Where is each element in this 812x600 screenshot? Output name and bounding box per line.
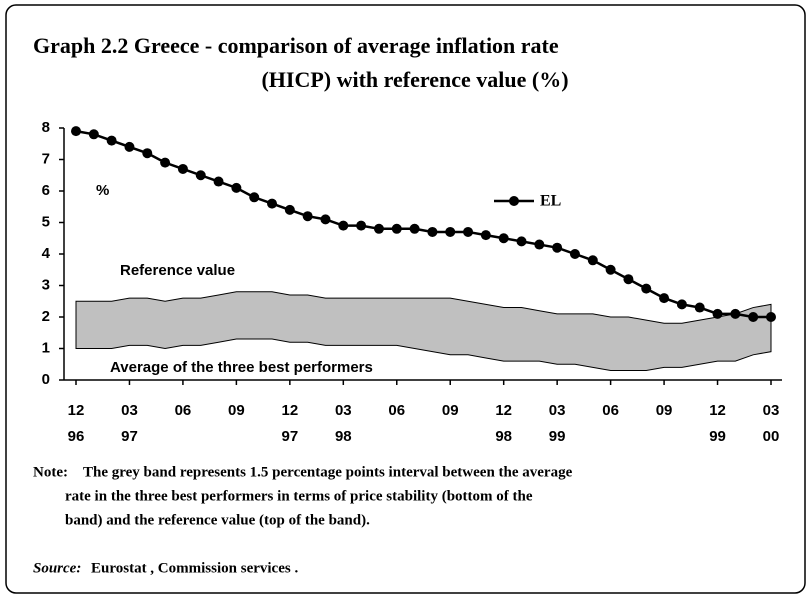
y-tick-label: 6: [42, 182, 50, 199]
x-tick-year: 98: [335, 428, 352, 445]
chart-title: (HICP) with reference value (%): [261, 67, 568, 92]
chart-title: Graph 2.2 Greece - comparison of average…: [33, 33, 559, 58]
x-tick-label: 12: [495, 402, 512, 419]
el-marker: [231, 182, 242, 193]
el-marker: [498, 233, 509, 244]
el-marker: [320, 214, 331, 225]
el-marker: [427, 226, 438, 237]
y-tick-label: 5: [42, 213, 50, 230]
y-tick-label: 0: [42, 371, 50, 388]
el-marker: [409, 223, 420, 234]
el-marker: [284, 204, 295, 215]
band: [75, 291, 772, 372]
x-tick-year: 99: [549, 428, 566, 445]
el-marker: [623, 274, 634, 285]
x-tick-year: 98: [495, 428, 512, 445]
el-marker: [552, 242, 563, 253]
el-marker: [516, 236, 527, 247]
note-text: The grey band represents 1.5 percentage …: [83, 464, 573, 480]
x-tick-label: 03: [763, 402, 780, 419]
el-marker: [160, 157, 171, 168]
el-marker: [694, 302, 705, 313]
x-tick-year: 97: [121, 428, 138, 445]
x-tick-label: 03: [549, 402, 566, 419]
y-tick-label: 3: [42, 276, 50, 293]
el-marker: [195, 170, 206, 181]
x-tick-label: 06: [175, 402, 192, 419]
el-marker: [106, 135, 117, 146]
source-label: Source:: [33, 560, 81, 576]
x-tick-label: 12: [282, 402, 299, 419]
source-text: Eurostat , Commission services .: [91, 560, 298, 576]
y-tick-label: 7: [42, 150, 50, 167]
band-top-label: Reference value: [120, 262, 235, 279]
band-bottom-label: Average of the three best performers: [110, 359, 373, 376]
y-tick-label: 2: [42, 308, 50, 325]
legend-marker: [509, 196, 519, 206]
el-marker: [71, 126, 81, 137]
legend-label: EL: [540, 193, 561, 210]
y-tick-label: 1: [42, 339, 50, 356]
y-tick-label: 4: [42, 245, 51, 262]
el-marker: [569, 249, 580, 259]
el-marker: [356, 220, 367, 231]
el-marker: [605, 264, 616, 275]
note-text: band) and the reference value (top of th…: [65, 512, 370, 528]
x-tick-label: 12: [68, 402, 85, 419]
note-text: rate in the three best performers in ter…: [65, 488, 533, 504]
el-marker: [534, 239, 545, 250]
x-tick-label: 06: [602, 402, 619, 419]
x-tick-label: 06: [388, 402, 405, 419]
x-tick-label: 03: [335, 402, 352, 419]
el-marker: [124, 141, 135, 152]
el-marker: [249, 192, 260, 203]
el-marker: [88, 129, 99, 140]
el-marker: [391, 223, 402, 234]
x-tick-label: 12: [709, 402, 726, 419]
el-marker: [463, 226, 474, 237]
y-unit: %: [96, 182, 109, 199]
el-marker: [142, 148, 153, 159]
x-tick-year: 99: [709, 428, 726, 445]
el-marker: [373, 223, 384, 234]
el-marker: [302, 211, 313, 222]
el-marker: [213, 176, 224, 187]
el-marker: [659, 293, 670, 304]
x-tick-year: 97: [282, 428, 299, 445]
el-marker: [177, 163, 188, 174]
el-marker: [712, 308, 723, 319]
el-marker: [676, 299, 687, 310]
x-tick-year: 00: [763, 428, 780, 445]
x-tick-label: 09: [228, 402, 245, 419]
x-tick-year: 96: [68, 428, 85, 445]
x-tick-label: 09: [442, 402, 459, 419]
y-tick-label: 8: [42, 119, 50, 136]
el-marker: [267, 198, 278, 209]
el-marker: [338, 220, 349, 231]
x-tick-label: 03: [121, 402, 138, 419]
el-marker: [748, 312, 759, 322]
el-marker: [766, 312, 776, 322]
el-marker: [587, 255, 598, 266]
el-marker: [641, 283, 652, 294]
el-marker: [445, 226, 456, 237]
note-label: Note:: [33, 464, 68, 480]
el-line: [75, 129, 771, 319]
x-tick-label: 09: [656, 402, 673, 419]
el-marker: [480, 230, 491, 241]
el-marker: [730, 308, 741, 319]
